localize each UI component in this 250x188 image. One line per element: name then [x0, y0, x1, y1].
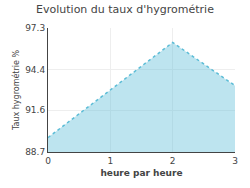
svg-text:0: 0: [45, 156, 51, 166]
svg-text:heure par heure: heure par heure: [100, 168, 182, 178]
svg-text:88.7: 88.7: [25, 147, 45, 157]
svg-text:Taux hygrométrie %: Taux hygrométrie %: [11, 50, 21, 132]
svg-text:3: 3: [232, 156, 238, 166]
svg-text:1: 1: [107, 156, 113, 166]
svg-text:2: 2: [170, 156, 176, 166]
svg-text:91.6: 91.6: [25, 105, 45, 115]
svg-text:94.4: 94.4: [25, 65, 45, 75]
svg-text:Evolution du taux d'hygrométri: Evolution du taux d'hygrométrie: [36, 3, 214, 16]
svg-text:97.3: 97.3: [25, 23, 45, 33]
